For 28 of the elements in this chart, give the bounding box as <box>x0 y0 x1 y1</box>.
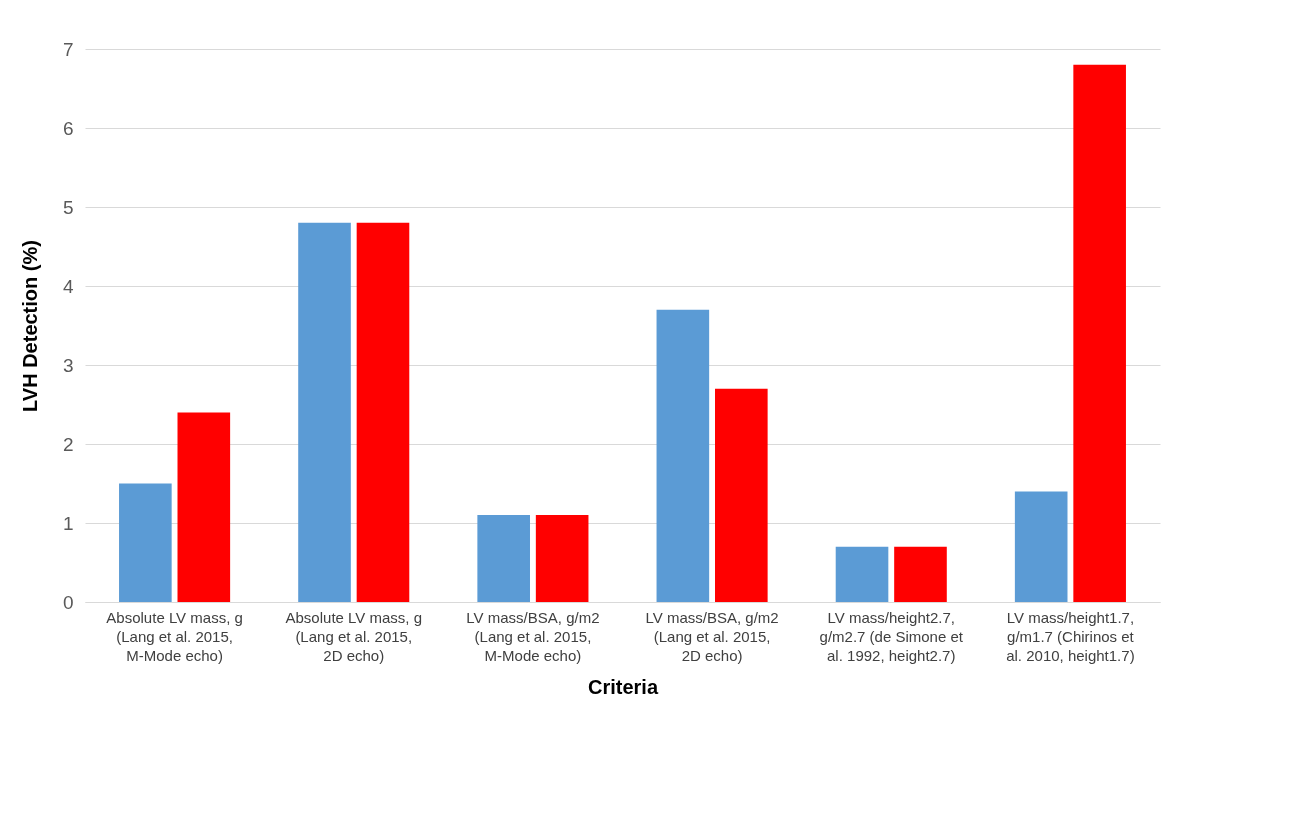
bar <box>715 388 768 602</box>
x-tick-label: LV mass/BSA, g/m2 (Lang et al. 2015, 2D echo) <box>645 608 779 664</box>
bar <box>894 546 947 602</box>
bar <box>177 412 231 602</box>
x-tick-label: LV mass/height1.7, g/m1.7 (Chirinos et al. 2010, height1.7) <box>1006 608 1135 664</box>
x-tick-label: LV mass/BSA, g/m2 (Lang et al. 2015, M-Mode echo) <box>466 608 600 664</box>
bar <box>477 515 530 602</box>
y-tick-label: 6 <box>62 117 74 139</box>
y-tick-label: 2 <box>62 433 74 455</box>
bar <box>535 515 589 602</box>
y-tick-label: 0 <box>62 591 74 613</box>
bar <box>298 222 351 602</box>
x-tick-label: Absolute LV mass, g (Lang et al. 2015, M-Mode echo) <box>106 608 243 664</box>
y-tick-label: 5 <box>62 196 74 218</box>
y-tick-label: 7 <box>62 38 74 60</box>
bar <box>835 546 889 602</box>
bar <box>356 222 410 602</box>
x-axis-title: Criteria <box>587 675 659 698</box>
bar <box>119 483 172 602</box>
bar <box>656 309 710 602</box>
y-axis-title: LVH Detection (%) <box>18 240 41 412</box>
x-tick-label: LV mass/height2.7, g/m2.7 (de Simone et al. 1992, height2.7) <box>819 608 964 664</box>
bar <box>1073 64 1126 602</box>
bar <box>1014 491 1068 602</box>
y-tick-label: 3 <box>62 354 74 376</box>
y-tick-label: 4 <box>62 275 74 297</box>
x-tick-label: Absolute LV mass, g (Lang et al. 2015, 2D echo) <box>285 608 422 664</box>
y-tick-label: 1 <box>62 512 74 534</box>
